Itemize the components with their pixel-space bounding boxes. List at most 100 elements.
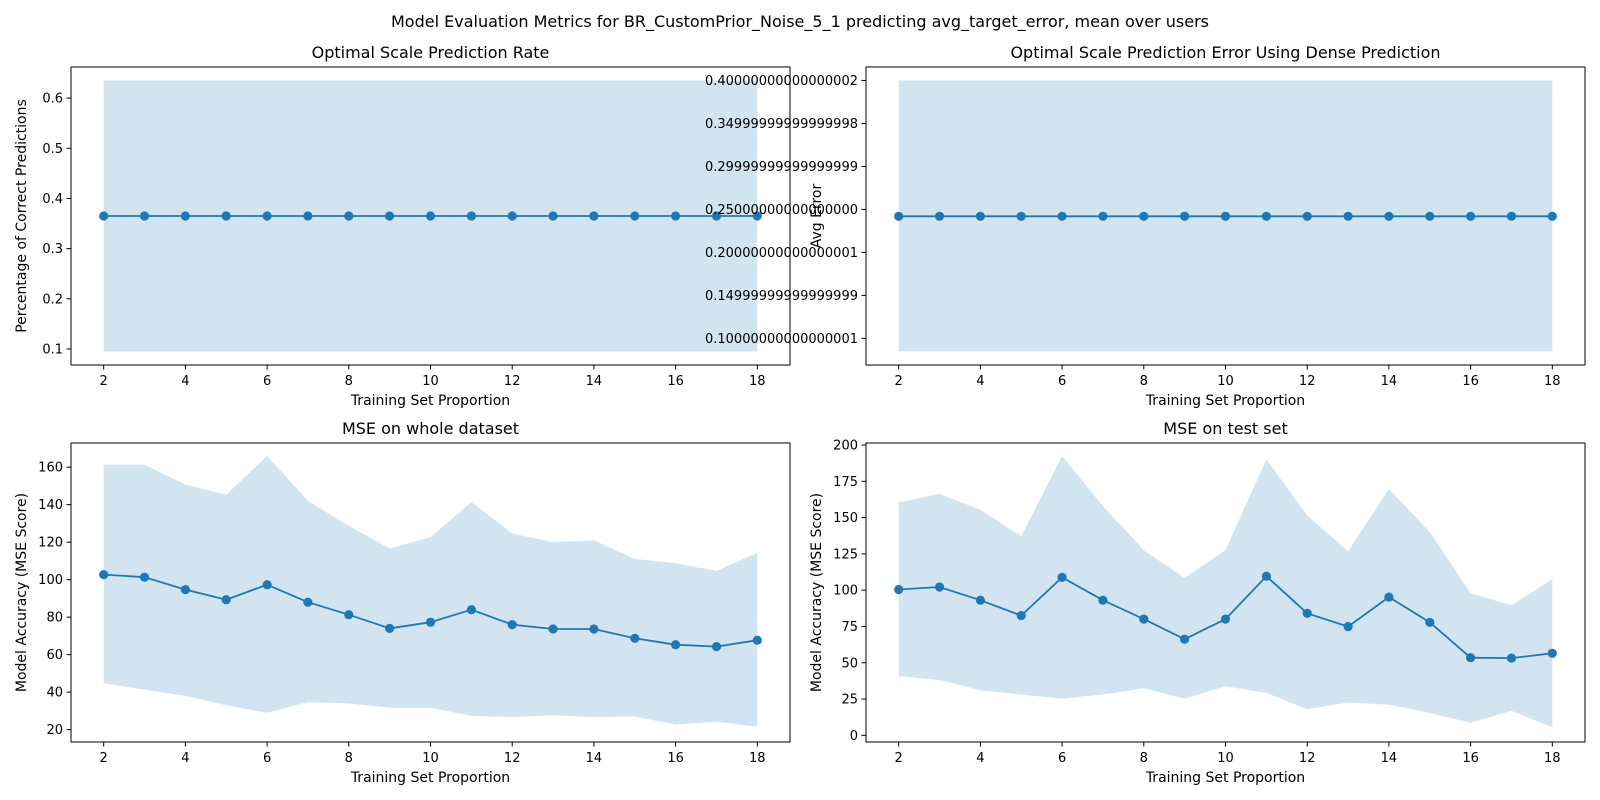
prediction-rate-point (752, 211, 762, 221)
mse-test-y-tick-label: 100 (833, 584, 858, 599)
mse-test-point (1016, 611, 1026, 621)
mse-test-point (1098, 595, 1108, 605)
mse-test-y-tick-label: 0 (850, 729, 858, 744)
mse-whole-title: MSE on whole dataset (342, 419, 519, 438)
prediction-error-point (1261, 211, 1271, 221)
mse-test-x-tick-label: 2 (895, 751, 903, 766)
prediction-error-point (1098, 211, 1108, 221)
mse-test-y-tick-label: 75 (841, 620, 858, 635)
prediction-error-x-tick-label: 12 (1299, 374, 1316, 389)
mse-test-point (1425, 617, 1435, 627)
prediction-rate-point (180, 211, 190, 221)
mse-whole-point (99, 570, 109, 580)
mse-whole-point (303, 597, 313, 607)
prediction-error-point (1425, 211, 1435, 221)
mse-whole-x-tick-label: 12 (504, 751, 521, 766)
prediction-rate-point (548, 211, 558, 221)
mse-whole-y-tick-label: 20 (46, 723, 63, 738)
prediction-rate-y-tick-label: 0.4 (42, 192, 63, 207)
prediction-rate-point (589, 211, 599, 221)
prediction-error-title: Optimal Scale Prediction Error Using Den… (1010, 43, 1440, 62)
mse-test-x-tick-label: 18 (1544, 751, 1561, 766)
prediction-rate-y-tick-label: 0.1 (42, 342, 63, 357)
prediction-rate-point (99, 211, 109, 221)
prediction-rate-y-tick-label: 0.5 (42, 142, 63, 157)
prediction-error-y-tick-label: 0.10000000000000001 (705, 332, 858, 347)
prediction-error-x-tick-label: 16 (1462, 374, 1479, 389)
mse-test-x-tick-label: 8 (1140, 751, 1148, 766)
mse-whole-y-tick-label: 140 (38, 498, 63, 513)
prediction-rate-y-tick-label: 0.6 (42, 92, 63, 107)
mse-whole-y-tick-label: 120 (38, 536, 63, 551)
prediction-rate-y-axis-label: Percentage of Correct Predictions (14, 99, 30, 333)
prediction-error-point (1302, 211, 1312, 221)
mse-test-point (1343, 622, 1353, 632)
prediction-rate-title: Optimal Scale Prediction Rate (312, 43, 550, 62)
prediction-error-y-tick-label: 0.20000000000000001 (705, 246, 858, 261)
mse-test-point (1384, 592, 1394, 602)
mse-whole-point (262, 580, 272, 590)
prediction-rate-x-tick-label: 4 (181, 374, 189, 389)
mse-test-y-axis-label: Model Accuracy (MSE Score) (809, 493, 825, 692)
prediction-rate-point (344, 211, 354, 221)
mse-whole-point (752, 635, 762, 645)
mse-whole-point (711, 642, 722, 652)
prediction-error-y-tick-label: 0.14999999999999999 (705, 289, 858, 304)
prediction-rate-point (671, 211, 681, 221)
prediction-error-point (1466, 211, 1476, 221)
mse-whole-point (385, 623, 395, 634)
mse-whole-point (139, 572, 150, 582)
mse-test-x-axis-label: Training Set Proportion (1145, 770, 1305, 786)
mse-whole-x-tick-label: 2 (100, 751, 108, 766)
prediction-rate-point (262, 211, 272, 221)
mse-whole-point (466, 605, 476, 615)
prediction-rate-point (630, 211, 640, 221)
prediction-rate-x-tick-label: 10 (422, 374, 439, 389)
prediction-rate-point (711, 211, 722, 221)
mse-test-point (1057, 572, 1067, 583)
prediction-rate-y-tick-label: 0.2 (42, 292, 63, 307)
prediction-error-x-tick-label: 6 (1058, 374, 1066, 389)
mse-whole-point (671, 640, 681, 650)
mse-test-point (934, 582, 945, 592)
mse-whole-x-axis-label: Training Set Proportion (350, 770, 510, 786)
prediction-rate-point (139, 211, 150, 221)
mse-test-x-tick-label: 16 (1462, 751, 1479, 766)
prediction-rate-x-axis-label: Training Set Proportion (350, 393, 510, 409)
mse-test-x-tick-label: 4 (976, 751, 984, 766)
prediction-error-point (894, 211, 904, 221)
mse-test-point (975, 595, 986, 605)
mse-test-y-tick-label: 125 (833, 547, 858, 562)
mse-test-y-tick-label: 150 (833, 511, 858, 526)
prediction-error-x-tick-label: 2 (895, 374, 903, 389)
prediction-rate-x-tick-label: 2 (100, 374, 108, 389)
prediction-error-x-tick-label: 4 (976, 374, 984, 389)
mse-test-point (1547, 648, 1557, 658)
mse-test-x-tick-label: 10 (1217, 751, 1234, 766)
mse-test-y-tick-label: 175 (833, 475, 858, 490)
mse-test-x-tick-label: 12 (1299, 751, 1316, 766)
prediction-error-y-tick-label: 0.25000000000000000 (705, 203, 858, 218)
prediction-error-point (1547, 211, 1557, 221)
prediction-error-x-axis-label: Training Set Proportion (1145, 393, 1305, 409)
panel-prediction-rate: 2 4 6 8 10 12 14 16 18 0.1 0.2 0.3 0.4 0.5 0.6 Optimal … (14, 43, 791, 409)
mse-whole-y-tick-label: 100 (38, 573, 63, 588)
prediction-rate-x-tick-label: 18 (749, 374, 766, 389)
prediction-error-y-tick-label: 0.29999999999999999 (705, 160, 858, 175)
prediction-error-y-tick-label: 0.34999999999999998 (705, 117, 858, 132)
prediction-error-point (1506, 211, 1517, 221)
mse-whole-x-tick-label: 10 (422, 751, 439, 766)
mse-whole-x-tick-label: 6 (263, 751, 271, 766)
prediction-rate-point (385, 211, 395, 221)
mse-test-x-tick-label: 14 (1381, 751, 1398, 766)
prediction-error-x-tick-label: 18 (1544, 374, 1561, 389)
prediction-error-y-tick-label: 0.40000000000000002 (705, 74, 858, 89)
mse-test-y-tick-label: 50 (841, 656, 858, 671)
prediction-error-point (975, 211, 986, 221)
mse-whole-y-axis-label: Model Accuracy (MSE Score) (14, 493, 30, 692)
figure-suptitle: Model Evaluation Metrics for BR_CustomPr… (391, 12, 1209, 32)
mse-whole-y-tick-label: 40 (46, 686, 63, 701)
mse-test-point (1180, 634, 1190, 644)
mse-test-band (898, 456, 1553, 728)
prediction-error-point (1220, 211, 1231, 221)
